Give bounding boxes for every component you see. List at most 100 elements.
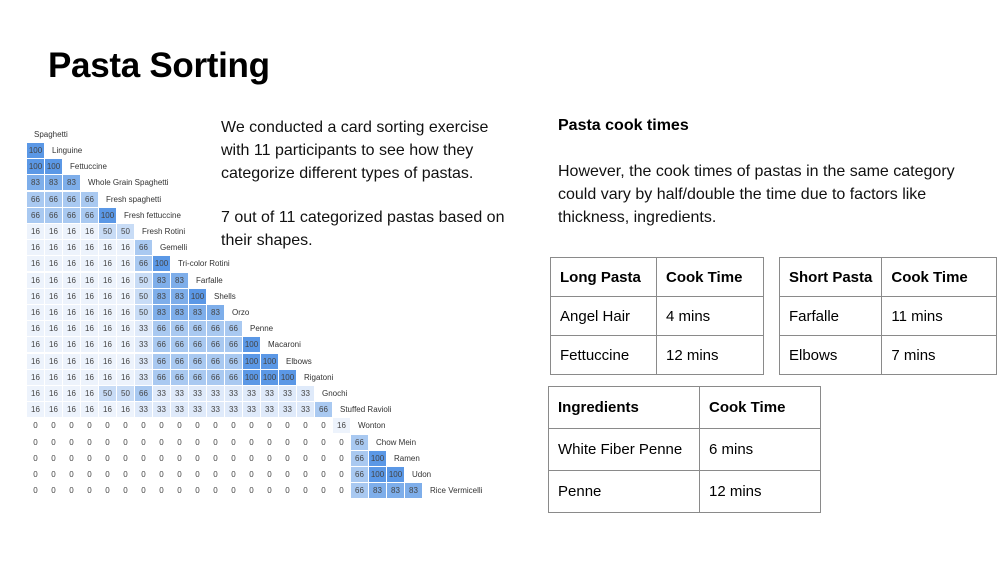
matrix-cell: 0: [153, 467, 170, 482]
matrix-row-label: Whole Grain Spaghetti: [88, 178, 169, 188]
table-cell: Elbows: [778, 335, 883, 375]
matrix-cell: 0: [99, 418, 116, 434]
matrix-cell: 33: [135, 353, 152, 369]
matrix-cell: 16: [81, 224, 98, 239]
table-header-row: Short Pasta Cook Time: [778, 257, 998, 297]
matrix-cell: 0: [135, 434, 152, 450]
matrix-cell: 66: [207, 369, 224, 385]
table-cell: 11 mins: [881, 296, 998, 336]
matrix-cell: 83: [207, 305, 224, 320]
matrix-cell: 16: [99, 321, 116, 337]
matrix-cell: 66: [189, 337, 206, 353]
matrix-cell: 16: [45, 272, 62, 288]
matrix-cell: 33: [279, 386, 296, 401]
matrix-cell: 66: [171, 353, 188, 369]
matrix-cell: 16: [45, 369, 62, 385]
matrix-cell: 66: [207, 337, 224, 353]
matrix-cell: 0: [189, 450, 206, 466]
matrix-cell: 66: [153, 337, 170, 353]
matrix-cell: 100: [387, 467, 404, 482]
matrix-cell: 66: [63, 207, 80, 223]
matrix-cell: 16: [45, 386, 62, 401]
matrix-cell: 83: [189, 305, 206, 320]
matrix-cell: 66: [225, 321, 242, 337]
matrix-cell: 0: [333, 483, 350, 499]
matrix-cell: 16: [63, 321, 80, 337]
table-cell: 7 mins: [881, 335, 998, 375]
matrix-cell: 0: [297, 483, 314, 499]
matrix-cell: 0: [117, 434, 134, 450]
matrix-cell: 0: [243, 467, 260, 482]
table-cell: White Fiber Penne: [548, 428, 700, 471]
matrix-cell: 83: [171, 288, 188, 304]
table-cell: Penne: [548, 470, 700, 513]
matrix-cell: 100: [261, 353, 278, 369]
matrix-cell: 33: [225, 386, 242, 401]
matrix-row-label: Linguine: [52, 146, 83, 155]
matrix-cell: 0: [225, 450, 242, 466]
matrix-cell: 0: [81, 418, 98, 434]
matrix-row-label: Tri-color Rotini: [178, 259, 230, 269]
matrix-cell: 100: [369, 467, 386, 482]
matrix-cell: 0: [225, 434, 242, 450]
matrix-cell: 33: [297, 386, 314, 401]
matrix-cell: 0: [63, 418, 80, 434]
matrix-cell: 0: [171, 434, 188, 450]
matrix-cell: 0: [261, 450, 278, 466]
matrix-cell: 16: [117, 321, 134, 337]
matrix-cell: 0: [27, 434, 44, 450]
matrix-cell: 0: [189, 434, 206, 450]
matrix-cell: 0: [315, 483, 332, 499]
matrix-cell: 66: [189, 353, 206, 369]
matrix-cell: 0: [207, 450, 224, 466]
matrix-cell: 66: [225, 353, 242, 369]
matrix-cell: 66: [153, 369, 170, 385]
matrix-cell: 33: [135, 337, 152, 353]
matrix-cell: 33: [297, 402, 314, 418]
matrix-row-label: Fettuccine: [70, 162, 107, 172]
matrix-cell: 16: [45, 402, 62, 418]
matrix-cell: 16: [333, 418, 350, 434]
matrix-cell: 0: [99, 483, 116, 499]
matrix-cell: 33: [171, 386, 188, 401]
matrix-cell: 16: [99, 256, 116, 272]
matrix-cell: 16: [45, 240, 62, 256]
matrix-cell: 0: [27, 467, 44, 482]
matrix-cell: 16: [81, 337, 98, 353]
matrix-row-label: Orzo: [232, 308, 250, 317]
matrix-cell: 50: [135, 305, 152, 320]
matrix-cell: 66: [45, 191, 62, 207]
matrix-cell: 16: [117, 288, 134, 304]
matrix-cell: 0: [27, 450, 44, 466]
matrix-row-label: Rigatoni: [304, 372, 334, 382]
matrix-cell: 16: [63, 402, 80, 418]
table-row: Angel Hair 4 mins: [550, 296, 764, 336]
matrix-cell: 0: [153, 418, 170, 434]
matrix-cell: 83: [171, 272, 188, 288]
matrix-cell: 0: [207, 467, 224, 482]
matrix-cell: 0: [243, 450, 260, 466]
matrix-cell: 83: [63, 175, 80, 191]
matrix-cell: 0: [171, 467, 188, 482]
matrix-cell: 0: [135, 483, 152, 499]
matrix-cell: 66: [27, 191, 44, 207]
matrix-cell: 0: [81, 434, 98, 450]
matrix-cell: 100: [243, 353, 260, 369]
matrix-cell: 16: [45, 353, 62, 369]
table-header-cell: Ingredients: [548, 386, 700, 429]
matrix-cell: 0: [81, 483, 98, 499]
matrix-row-label: Fresh Rotini: [142, 227, 186, 236]
matrix-cell: 100: [189, 288, 206, 304]
matrix-cell: 0: [189, 418, 206, 434]
table-header-cell: Cook Time: [656, 257, 764, 297]
matrix-cell: 0: [279, 467, 296, 482]
matrix-cell: 16: [45, 224, 62, 239]
matrix-cell: 0: [63, 450, 80, 466]
matrix-cell: 16: [99, 240, 116, 256]
matrix-cell: 0: [81, 467, 98, 482]
matrix-cell: 0: [279, 450, 296, 466]
matrix-cell: 0: [117, 467, 134, 482]
matrix-cell: 66: [171, 337, 188, 353]
matrix-cell: 16: [117, 272, 134, 288]
matrix-cell: 16: [63, 272, 80, 288]
